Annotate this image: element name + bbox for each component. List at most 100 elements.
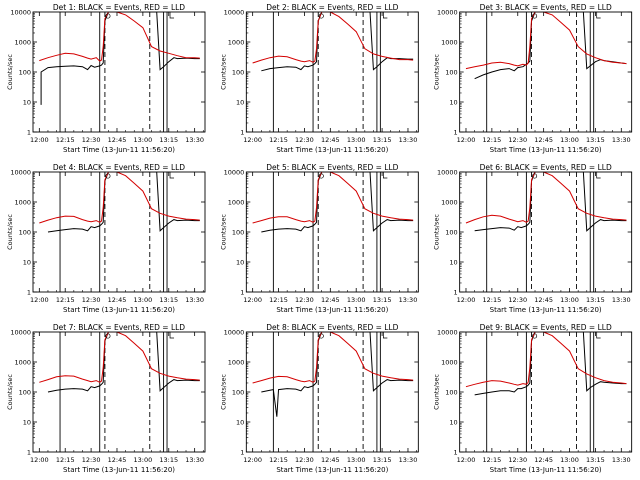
x-axis-label: Start Time (13-Jun-11 11:56:20): [63, 306, 175, 314]
x-axis-label: Start Time (13-Jun-11 11:56:20): [490, 306, 602, 314]
x-tick-label: 12:30: [508, 456, 527, 464]
x-tick-label: 13:00: [347, 136, 366, 144]
y-tick-label: 100: [19, 229, 31, 237]
x-tick-label: 13:00: [134, 296, 153, 304]
panel-title: Det 1: BLACK = Events, RED = LLD: [53, 3, 185, 12]
end-marker: [383, 12, 388, 19]
x-axis-label: Start Time (13-Jun-11 11:56:20): [276, 306, 388, 314]
panel-3: Det 3: BLACK = Events, RED = LLD Counts/s…: [433, 3, 633, 154]
y-tick-label: 10000: [224, 169, 245, 177]
x-tick-label: 13:00: [560, 456, 579, 464]
panel-9: Det 9: BLACK = Events, RED = LLD Counts/s…: [433, 323, 633, 474]
y-tick-label: 10: [236, 99, 244, 107]
x-axis-label: Start Time (13-Jun-11 11:56:20): [276, 466, 388, 474]
x-tick-label: 12:00: [457, 136, 476, 144]
peak-marker: [105, 13, 111, 19]
x-axis-label: Start Time (13-Jun-11 11:56:20): [63, 466, 175, 474]
y-tick-label: 1: [240, 129, 244, 137]
y-tick-label: 10000: [437, 9, 458, 17]
end-marker: [383, 332, 388, 339]
series-events-line: [40, 12, 200, 105]
x-tick-label: 13:30: [612, 136, 631, 144]
y-tick-label: 10: [449, 99, 457, 107]
panel-6: Det 6: BLACK = Events, RED = LLD Counts/s…: [433, 163, 633, 314]
plot-frame: [459, 171, 633, 293]
y-tick-label: 10000: [224, 9, 245, 17]
panel-title: Det 3: BLACK = Events, RED = LLD: [480, 3, 612, 12]
y-tick-label: 1000: [14, 359, 31, 367]
end-marker: [383, 172, 388, 179]
peak-marker: [318, 333, 324, 339]
x-tick-label: 13:15: [373, 296, 392, 304]
y-axis-label: Counts/sec: [219, 214, 227, 250]
x-tick-label: 13:00: [560, 136, 579, 144]
y-axis-label: Counts/sec: [6, 214, 14, 250]
series-events-line: [474, 332, 627, 396]
plot-area: [465, 332, 627, 452]
peak-marker: [532, 173, 538, 179]
plot-area: [252, 12, 414, 132]
x-tick-label: 13:30: [399, 296, 418, 304]
x-tick-label: 13:15: [159, 136, 178, 144]
x-tick-label: 13:00: [347, 296, 366, 304]
x-tick-label: 12:30: [295, 296, 314, 304]
panel-8: Det 8: BLACK = Events, RED = LLD Counts/s…: [219, 323, 419, 474]
series-lld-line: [39, 332, 200, 383]
x-tick-label: 12:15: [269, 136, 288, 144]
y-tick-label: 1: [454, 449, 458, 457]
y-tick-label: 1: [454, 289, 458, 297]
y-tick-label: 10000: [437, 329, 458, 337]
series-lld-line: [465, 12, 627, 70]
x-tick-label: 12:00: [457, 456, 476, 464]
panel-5: Det 5: BLACK = Events, RED = LLD Counts/s…: [219, 163, 419, 314]
y-tick-label: 1000: [14, 39, 31, 47]
y-tick-label: 10000: [437, 169, 458, 177]
x-tick-label: 13:30: [185, 456, 204, 464]
x-tick-label: 13:30: [399, 136, 418, 144]
y-tick-label: 1000: [441, 359, 458, 367]
y-tick-label: 10000: [10, 169, 31, 177]
x-tick-label: 13:30: [612, 296, 631, 304]
panel-title: Det 6: BLACK = Events, RED = LLD: [480, 163, 612, 172]
x-tick-label: 12:00: [30, 296, 49, 304]
x-tick-label: 12:15: [483, 456, 502, 464]
x-tick-label: 12:30: [82, 296, 101, 304]
peak-marker: [532, 13, 538, 19]
y-tick-label: 1000: [441, 199, 458, 207]
x-tick-label: 13:00: [347, 456, 366, 464]
x-tick-label: 12:00: [30, 136, 49, 144]
series-lld-line: [252, 172, 414, 224]
series-events-line: [47, 332, 200, 393]
x-axis-label: Start Time (13-Jun-11 11:56:20): [63, 146, 175, 154]
peak-marker: [318, 13, 324, 19]
y-axis-label: Counts/sec: [433, 214, 441, 250]
plot-area: [39, 332, 200, 452]
x-tick-label: 12:45: [534, 136, 553, 144]
x-tick-label: 13:30: [399, 456, 418, 464]
plot-area: [252, 172, 414, 292]
end-marker: [169, 12, 175, 19]
x-tick-label: 12:15: [56, 456, 75, 464]
x-tick-label: 12:45: [534, 296, 553, 304]
panel-2: Det 2: BLACK = Events, RED = LLD Counts/s…: [219, 3, 419, 154]
x-tick-label: 13:00: [560, 296, 579, 304]
x-tick-label: 13:30: [612, 456, 631, 464]
panel-4: Det 4: BLACK = Events, RED = LLD Counts/s…: [6, 163, 206, 314]
y-tick-label: 10: [236, 259, 244, 267]
series-lld-line: [39, 172, 200, 224]
x-tick-label: 12:45: [108, 136, 127, 144]
end-marker: [596, 172, 601, 179]
series-lld-line: [252, 12, 414, 64]
y-tick-label: 100: [19, 389, 31, 397]
series-events-line: [261, 172, 414, 233]
x-tick-label: 12:30: [295, 456, 314, 464]
x-tick-label: 12:15: [269, 296, 288, 304]
plot-area: [39, 12, 200, 132]
plot-frame: [32, 171, 206, 293]
series-events-line: [474, 12, 627, 80]
plot-area: [465, 12, 627, 132]
plot-frame: [245, 11, 419, 133]
x-tick-label: 12:45: [321, 456, 340, 464]
y-tick-label: 1: [454, 129, 458, 137]
peak-marker: [105, 333, 111, 339]
